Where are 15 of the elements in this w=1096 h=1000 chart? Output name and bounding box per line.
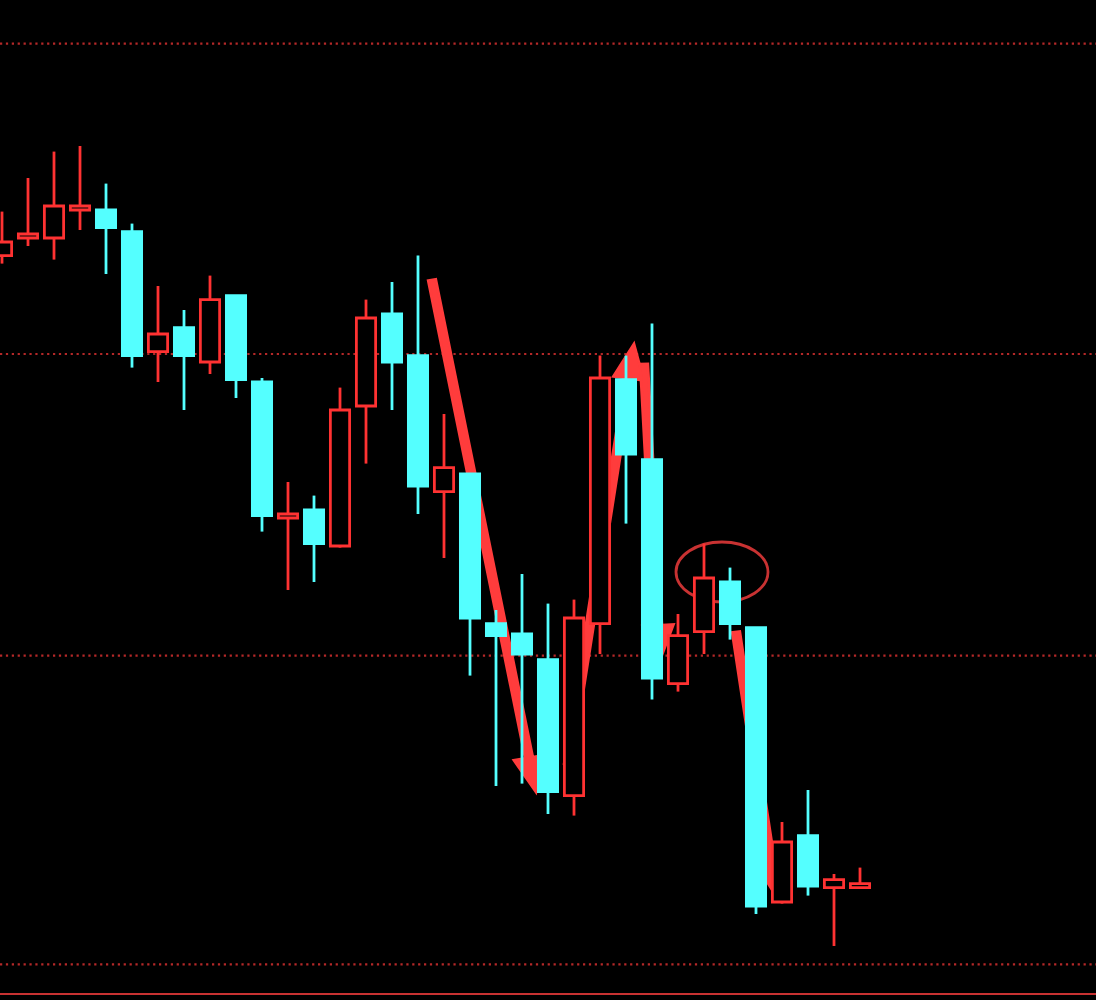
candlestick — [380, 280, 404, 412]
candlestick — [432, 412, 456, 560]
candlestick — [172, 308, 196, 412]
candlestick — [68, 144, 92, 232]
candlestick — [146, 284, 170, 384]
candlestick — [94, 182, 118, 276]
candlestick — [302, 494, 326, 584]
candlestick — [718, 566, 742, 641]
candlestick — [16, 176, 40, 248]
candlestick — [510, 572, 534, 785]
candlestick — [848, 866, 872, 889]
candlestick — [42, 150, 66, 261]
candlestick — [484, 608, 508, 788]
candlestick — [276, 480, 300, 592]
candlestick — [822, 872, 846, 948]
